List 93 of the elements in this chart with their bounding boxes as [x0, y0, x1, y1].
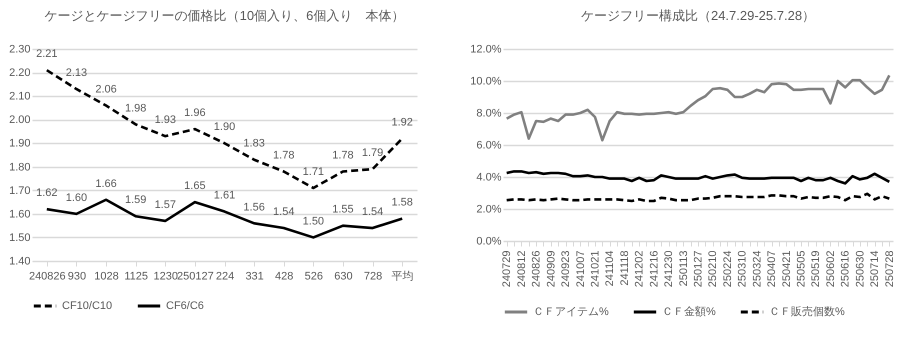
data-label: 1.57 — [154, 198, 176, 211]
data-label: 1.96 — [184, 107, 206, 120]
x-tick-label: 250113 — [678, 250, 690, 286]
y-tick-label: 1.50 — [9, 232, 30, 244]
x-tick-label: 630 — [334, 270, 353, 282]
data-label: 1.65 — [184, 180, 206, 192]
x-tick-label: 241216 — [648, 250, 660, 288]
data-label: 1.78 — [332, 149, 354, 162]
y-tick-label: 8.0% — [476, 108, 502, 120]
chart-title: ケージとケージフリーの価格比（10個入り、6個入り 本体） — [44, 8, 404, 23]
x-tick-label: 1125 — [124, 270, 148, 282]
legend-label: ＣＦアイテム% — [533, 306, 609, 318]
data-label: 1.98 — [124, 102, 146, 114]
data-label: 1.60 — [66, 192, 88, 204]
chart-title: ケージフリー構成比（24.7.29-25.7.28） — [580, 8, 816, 23]
y-tick-label: 1.40 — [9, 256, 30, 268]
line-series — [505, 192, 891, 202]
data-label: 1.92 — [391, 116, 413, 129]
data-label: 1.83 — [243, 138, 265, 150]
x-tick-label: 331 — [245, 270, 264, 282]
x-tick-label: 240923 — [560, 250, 572, 288]
x-tick-label: 250630 — [854, 250, 866, 288]
data-label: 1.61 — [214, 190, 236, 202]
y-tick-label: 2.00 — [9, 114, 30, 126]
legend-label: ＣＦ金額% — [662, 305, 716, 318]
data-label: 1.93 — [154, 114, 176, 126]
data-label: 1.58 — [391, 196, 413, 209]
y-tick-label: 4.0% — [476, 172, 502, 184]
x-tick-label: 224 — [216, 270, 234, 282]
legend-label: CF6/C6 — [166, 300, 204, 312]
data-label: 1.66 — [95, 178, 117, 190]
data-label: 1.90 — [214, 121, 236, 134]
x-tick-label: 241202 — [634, 250, 646, 288]
x-tick-label: 250714 — [869, 250, 882, 288]
x-tick-label: 241118 — [618, 250, 631, 286]
x-tick-label: 241104 — [604, 250, 616, 286]
x-tick-label: 250210 — [707, 250, 720, 288]
x-tick-label: 240812 — [516, 250, 528, 288]
x-tick-label: 240826 — [530, 250, 543, 288]
x-tick-label: 250421 — [780, 250, 793, 288]
x-tick-label: 728 — [364, 270, 382, 282]
y-tick-label: 2.30 — [9, 44, 30, 56]
x-tick-label: 241007 — [574, 250, 587, 288]
x-tick-label: 240826 — [28, 270, 66, 282]
y-tick-label: 1.60 — [9, 208, 30, 220]
x-tick-label: 241230 — [663, 250, 676, 288]
y-tick-label: 2.0% — [476, 204, 502, 216]
x-tick-label: 930 — [68, 270, 86, 282]
x-tick-label: 250602 — [824, 250, 837, 288]
data-label: 1.71 — [302, 166, 324, 178]
x-tick-label: 250127 — [692, 250, 704, 288]
x-tick-label: 240909 — [545, 250, 558, 288]
x-tick-label: 250224 — [722, 250, 734, 288]
y-tick-label: 12.0% — [470, 44, 502, 56]
y-tick-label: 2.20 — [9, 67, 30, 80]
x-tick-label: 240729 — [501, 250, 514, 288]
y-tick-label: 1.90 — [9, 138, 30, 150]
legend-label: CF10/C10 — [62, 300, 112, 312]
x-tick-label: 250127 — [177, 270, 214, 282]
x-tick-label: 526 — [304, 270, 324, 282]
data-label: 2.21 — [36, 48, 58, 60]
data-label: 2.06 — [95, 84, 117, 96]
data-label: 1.55 — [332, 204, 354, 216]
legend-label: ＣＦ販売個数% — [769, 305, 845, 318]
x-tick-label: 1230 — [154, 270, 178, 282]
data-label: 1.62 — [36, 187, 58, 200]
y-tick-label: 10.0% — [470, 76, 502, 88]
data-label: 1.54 — [362, 206, 384, 218]
x-tick-label: 250519 — [810, 250, 822, 288]
data-label: 1.59 — [124, 194, 146, 206]
data-label: 1.56 — [243, 201, 265, 214]
y-tick-label: 0.0% — [476, 236, 502, 248]
line-series — [505, 170, 891, 185]
x-tick-label: 250310 — [736, 250, 749, 288]
x-tick-label: 平均 — [392, 270, 414, 282]
data-label: 1.54 — [273, 206, 294, 218]
data-label: 1.79 — [362, 147, 384, 160]
x-tick-label: 250324 — [751, 250, 764, 288]
x-tick-label: 241021 — [589, 250, 602, 288]
x-tick-label: 250728 — [884, 250, 896, 288]
x-tick-label: 250616 — [840, 250, 852, 288]
data-label: 1.78 — [273, 149, 294, 162]
y-tick-label: 1.70 — [9, 184, 30, 197]
y-tick-label: 6.0% — [476, 140, 502, 152]
x-tick-label: 428 — [275, 270, 294, 282]
line-series — [505, 74, 891, 142]
data-label: 1.50 — [302, 215, 324, 228]
x-tick-label: 1028 — [94, 270, 119, 282]
y-tick-label: 1.80 — [9, 161, 30, 174]
x-tick-label: 250505 — [796, 250, 808, 288]
x-tick-label: 250407 — [766, 250, 778, 288]
y-tick-label: 2.10 — [9, 90, 30, 103]
data-label: 2.13 — [66, 67, 88, 80]
